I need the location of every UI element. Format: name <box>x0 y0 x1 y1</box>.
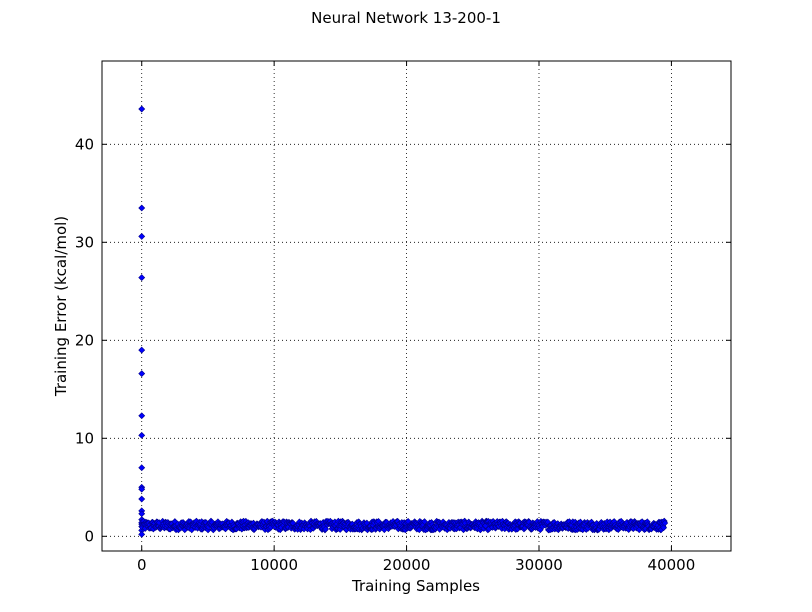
data-point <box>415 526 423 534</box>
x-tick-label: 30000 <box>515 556 563 574</box>
x-tick-label: 0 <box>137 556 147 574</box>
chart-title: Neural Network 13-200-1 <box>311 9 501 27</box>
data-points <box>138 105 669 538</box>
x-axis-label: Training Samples <box>351 577 480 595</box>
data-point <box>421 518 428 526</box>
data-point <box>138 530 146 538</box>
data-point <box>138 495 146 503</box>
axis-ticks: 0 10000 20000 30000 40000 0 10 20 30 40 <box>75 61 731 574</box>
data-point <box>138 105 146 113</box>
y-tick-label: 0 <box>84 527 94 545</box>
data-point <box>138 204 146 212</box>
y-tick-label: 30 <box>75 233 94 251</box>
plot-frame <box>101 60 732 552</box>
data-point <box>138 232 146 240</box>
data-point <box>138 274 146 282</box>
data-point <box>138 412 146 420</box>
data-point <box>322 525 330 533</box>
grid <box>102 61 731 551</box>
x-tick-label: 10000 <box>250 556 298 574</box>
data-point <box>660 524 668 532</box>
data-point <box>138 464 146 472</box>
y-tick-label: 10 <box>75 429 94 447</box>
data-point <box>661 519 669 527</box>
data-point <box>138 346 146 354</box>
data-point <box>138 485 146 493</box>
y-tick-label: 40 <box>75 135 94 153</box>
y-tick-label: 20 <box>75 331 94 349</box>
x-tick-label: 40000 <box>648 556 696 574</box>
data-point <box>138 431 146 439</box>
data-point <box>138 370 146 378</box>
y-axis-label: Training Error (kcal/mol) <box>52 216 70 397</box>
x-tick-label: 20000 <box>383 556 431 574</box>
